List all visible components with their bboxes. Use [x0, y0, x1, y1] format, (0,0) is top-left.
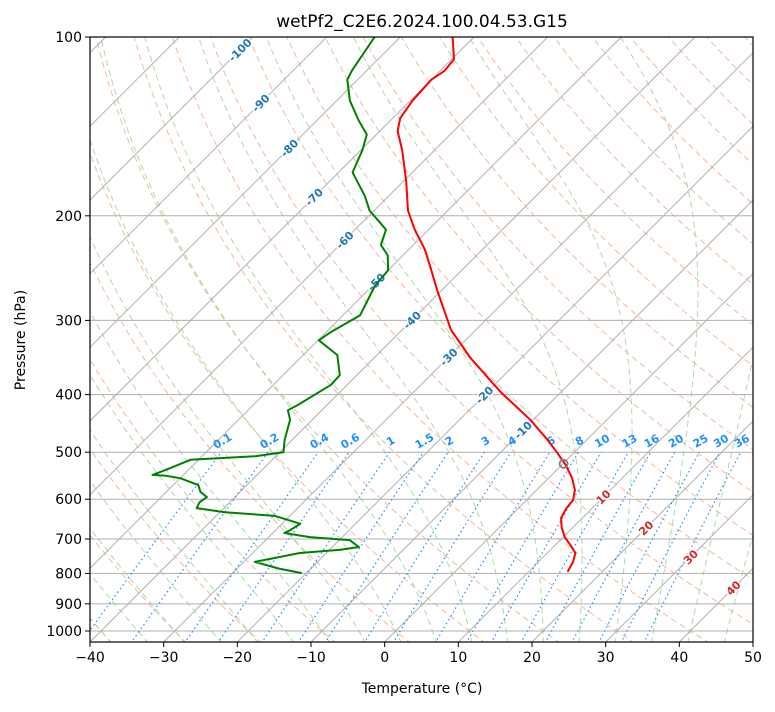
mixing-ratio-label: 3 [479, 434, 492, 449]
moist-adiabat [0, 37, 259, 644]
mixing-ratio-label: 13 [620, 432, 640, 451]
moist-adiabat [64, 37, 402, 644]
moist-adiabat [469, 37, 632, 644]
temperature-profile-line [398, 37, 576, 572]
mixing-ratio-label: 25 [691, 432, 711, 451]
y-tick-label: 200 [55, 209, 82, 225]
y-tick-label: 400 [55, 388, 82, 404]
dry-adiabat [516, 37, 775, 644]
mixing-ratio-label: 20 [666, 432, 686, 451]
dry-adiabat [478, 37, 775, 644]
isotherm [311, 37, 775, 642]
dry-adiabat [707, 37, 775, 644]
moist-adiabat [724, 37, 775, 644]
mixing-ratio-label: 0.1 [211, 431, 234, 452]
isotherm [90, 37, 695, 642]
mixing-ratio-label: 1.5 [413, 431, 436, 452]
mixing-ratio-label: 1 [384, 434, 397, 449]
dry-adiabat [0, 37, 337, 644]
moist-adiabat [4, 37, 330, 644]
isotherm-label: -100 [226, 36, 255, 65]
y-tick-label: 800 [55, 566, 82, 582]
x-tick-label: 0 [380, 650, 389, 666]
mixing-ratio-line [571, 452, 675, 643]
isotherm [753, 37, 775, 642]
mixing-ratio-line [325, 452, 449, 643]
mixing-ratio-label: 0.2 [258, 431, 281, 452]
y-tick-label: 500 [55, 445, 82, 461]
isotherm [458, 37, 775, 642]
dry-adiabat [554, 37, 775, 644]
x-axis-label: Temperature (°C) [361, 681, 483, 697]
y-tick-label: 600 [55, 492, 82, 508]
mixing-ratio-label: 0.6 [339, 430, 363, 451]
mixing-ratio-line [217, 452, 349, 643]
y-tick-label: 900 [55, 597, 82, 613]
dry-adiabat [58, 37, 486, 644]
dry-adiabat [745, 37, 775, 644]
x-tick-label: 20 [523, 650, 541, 666]
mixing-ratio-line [393, 452, 511, 643]
x-tick-label: 50 [744, 650, 762, 666]
mixing-ratio-label: 2 [443, 434, 456, 449]
isotherm-label: -80 [278, 136, 301, 159]
isotherm [532, 37, 775, 642]
mixing-ratio-line [364, 452, 485, 643]
dry-adiabat [592, 37, 775, 644]
y-tick-label: 100 [55, 30, 82, 46]
mixing-ratio-label: 30 [711, 432, 731, 451]
x-tick-label: 30 [597, 650, 615, 666]
mixing-ratio-label: 0.4 [308, 430, 332, 451]
moist-adiabat [101, 37, 437, 644]
y-tick-label: 1000 [46, 624, 82, 640]
mixing-ratio-label: 8 [573, 434, 586, 449]
isotherm [0, 37, 474, 642]
isotherm [0, 37, 400, 642]
mixing-ratio-line [80, 452, 221, 643]
isotherm [164, 37, 769, 642]
moist-adiabat [688, 37, 775, 644]
x-tick-label: 10 [449, 650, 467, 666]
y-tick-label: 700 [55, 532, 82, 548]
y-tick-label: 300 [55, 313, 82, 329]
mixing-ratio-label: 36 [732, 432, 752, 451]
x-tick-label: −30 [149, 650, 179, 666]
dry-adiabat [20, 37, 412, 644]
mixing-ratio-line [435, 452, 550, 643]
profiles [153, 37, 576, 573]
x-tick-label: −10 [296, 650, 326, 666]
mixing-ratio-line [598, 452, 699, 643]
mixing-ratio-label: 16 [642, 432, 662, 451]
isotherm [385, 37, 775, 642]
dry-adiabat [363, 37, 775, 644]
mixing-ratio-label: 10 [592, 432, 612, 451]
dry-adiabat [439, 37, 775, 644]
x-tick-label: −40 [75, 650, 105, 666]
y-axis: 100 200 300 400 500 600 700 800 900 1000 [46, 30, 90, 640]
isotherm [0, 37, 327, 642]
dry-adiabat [325, 37, 775, 644]
dry-adiabat [0, 37, 262, 644]
x-axis: −40 −30 −20 −10 0 10 20 30 40 50 [75, 642, 762, 666]
dry-adiabat [668, 37, 775, 644]
y-axis-label: Pressure (hPa) [13, 290, 29, 390]
x-tick-label: 40 [670, 650, 688, 666]
chart-title: wetPf2_C2E6.2024.100.04.53.G15 [276, 12, 568, 32]
x-tick-label: −20 [223, 650, 253, 666]
background-lines [0, 37, 775, 644]
